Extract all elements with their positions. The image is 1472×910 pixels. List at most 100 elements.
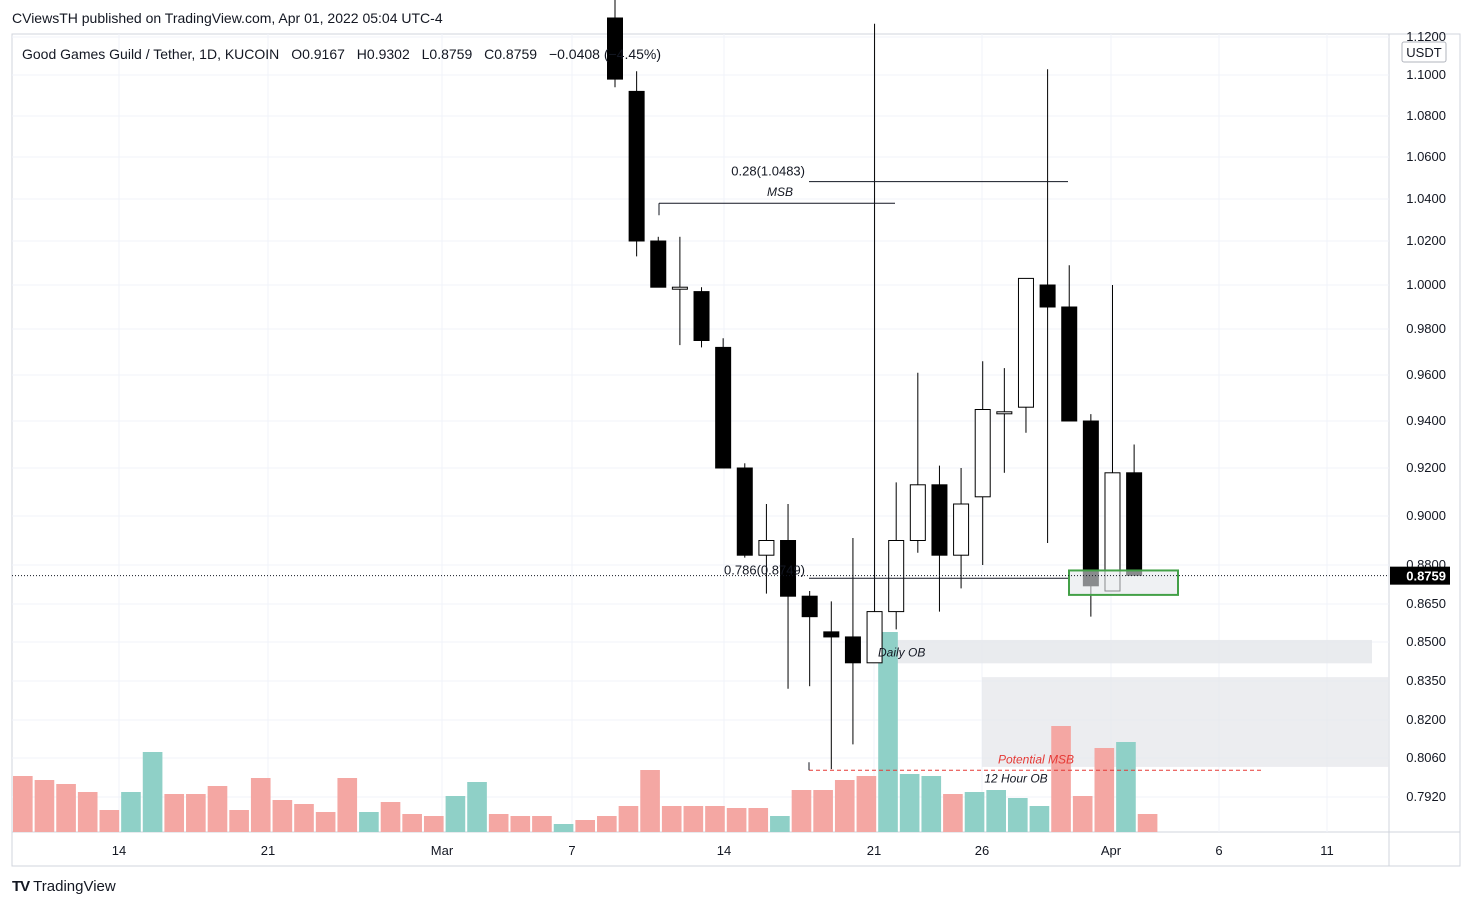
date-tick-label: 21	[261, 843, 275, 858]
price-tick-label: 0.9800	[1406, 321, 1446, 336]
volume-bar	[1029, 806, 1050, 832]
candle-body	[823, 631, 840, 638]
candle	[909, 372, 926, 553]
candle	[1039, 69, 1056, 543]
volume-bar	[77, 792, 98, 832]
currency-badge[interactable]	[1401, 41, 1447, 63]
volume-bar	[813, 790, 833, 832]
candle-body	[974, 409, 991, 498]
volume-bar	[1137, 814, 1158, 832]
date-tick-label: 14	[112, 843, 126, 858]
legend-low: L0.8759	[422, 46, 473, 62]
volume-bar	[272, 800, 293, 832]
candle	[758, 504, 775, 594]
candle	[953, 468, 970, 589]
last-price-label: 0.8759	[1406, 569, 1446, 584]
volume-bar	[705, 806, 725, 832]
candle-body	[693, 291, 710, 342]
candle-body	[844, 636, 861, 664]
date-tick-label: 7	[568, 843, 575, 858]
volume-bar	[99, 810, 120, 832]
candle-body	[780, 540, 797, 597]
candle	[801, 591, 818, 687]
volume-bar	[834, 780, 855, 832]
candle-body	[1039, 284, 1056, 308]
volume-bar	[488, 814, 509, 832]
volume-bar	[467, 782, 487, 832]
volume-bar	[337, 778, 358, 832]
candle-body	[801, 595, 818, 618]
price-tick-label: 0.8500	[1406, 634, 1446, 649]
fib-0786-label: 0.786(0.8749)	[724, 562, 805, 577]
volume-bar	[186, 794, 206, 832]
price-tick-label: 1.0800	[1406, 108, 1446, 123]
candle	[996, 368, 1013, 473]
volume-bar	[34, 780, 55, 832]
potential-msb-label: Potential MSB	[998, 752, 1074, 766]
candle	[671, 236, 688, 346]
candle	[628, 71, 645, 257]
candle	[650, 236, 667, 288]
volume-bar	[661, 806, 682, 832]
candle-body	[607, 17, 623, 80]
volume-bar	[899, 774, 920, 832]
candle-body	[736, 467, 753, 556]
price-tick-label: 0.8350	[1406, 673, 1446, 688]
volume-bar	[1051, 726, 1071, 832]
volume-bar	[748, 808, 769, 832]
candle	[844, 538, 861, 745]
volume-bar	[164, 794, 185, 832]
price-axis: 1.1200 1.1000 1.0800 1.0600 1.0400 1.0200 1.00…	[1390, 29, 1450, 804]
volume-bar	[56, 784, 76, 832]
last-price-badge	[1390, 566, 1450, 585]
currency-label: USDT	[1406, 45, 1441, 60]
candle-body	[1061, 306, 1078, 422]
candle-body	[866, 611, 883, 664]
candle	[1126, 444, 1143, 576]
volume-bar	[294, 804, 314, 832]
price-tick-label: 1.0600	[1406, 149, 1446, 164]
volume-bar	[13, 776, 33, 832]
date-tick-label: Apr	[1101, 843, 1122, 858]
volume-bar	[359, 812, 379, 832]
volume-bar	[1116, 742, 1136, 832]
volume-bar	[423, 816, 444, 832]
volume-bar	[943, 794, 963, 832]
candle	[693, 287, 710, 348]
volume-bar	[315, 812, 336, 832]
chart-frame	[11, 33, 1461, 867]
date-tick-label: 11	[1320, 843, 1334, 858]
volume-bar	[726, 808, 747, 832]
price-tick-label: 1.1200	[1406, 29, 1446, 44]
candle-body	[953, 503, 970, 556]
chart[interactable]: 0.28(1.0483) MSB 0.786(0.8749) Daily OB Pote…	[0, 0, 1472, 870]
date-tick-label: 21	[867, 843, 881, 858]
hour12-ob-zone	[982, 677, 1389, 767]
fib-028-label: 0.28(1.0483)	[731, 164, 805, 179]
legend-change: −0.0408 (−4.45%)	[549, 46, 661, 62]
candle	[1104, 285, 1121, 592]
volume-bar	[142, 752, 163, 832]
candle-body	[996, 411, 1013, 415]
price-tick-label: 0.8200	[1406, 712, 1446, 727]
candle	[1017, 277, 1034, 433]
volume-bar	[445, 796, 466, 832]
tradingview-logo[interactable]: TV TradingView	[12, 878, 116, 895]
volume-bar	[575, 820, 596, 832]
footer-brand: TradingView	[33, 878, 116, 895]
volume-bar	[553, 824, 574, 832]
msb-label: MSB	[767, 185, 793, 199]
volume-bar	[1094, 748, 1115, 832]
legend-high: H0.9302	[357, 46, 410, 62]
volume-bar	[510, 816, 531, 832]
volume-bars	[13, 632, 1158, 832]
price-tick-label: 1.0400	[1406, 191, 1446, 206]
volume-bar	[770, 816, 790, 832]
daily-ob-label: Daily OB	[878, 645, 925, 659]
volume-bar	[791, 790, 812, 832]
volume-bar	[683, 806, 704, 832]
hour12-ob-label: 12 Hour OB	[984, 771, 1047, 785]
candle-body	[888, 540, 905, 613]
volume-bar	[250, 778, 271, 832]
candle	[1061, 265, 1078, 422]
